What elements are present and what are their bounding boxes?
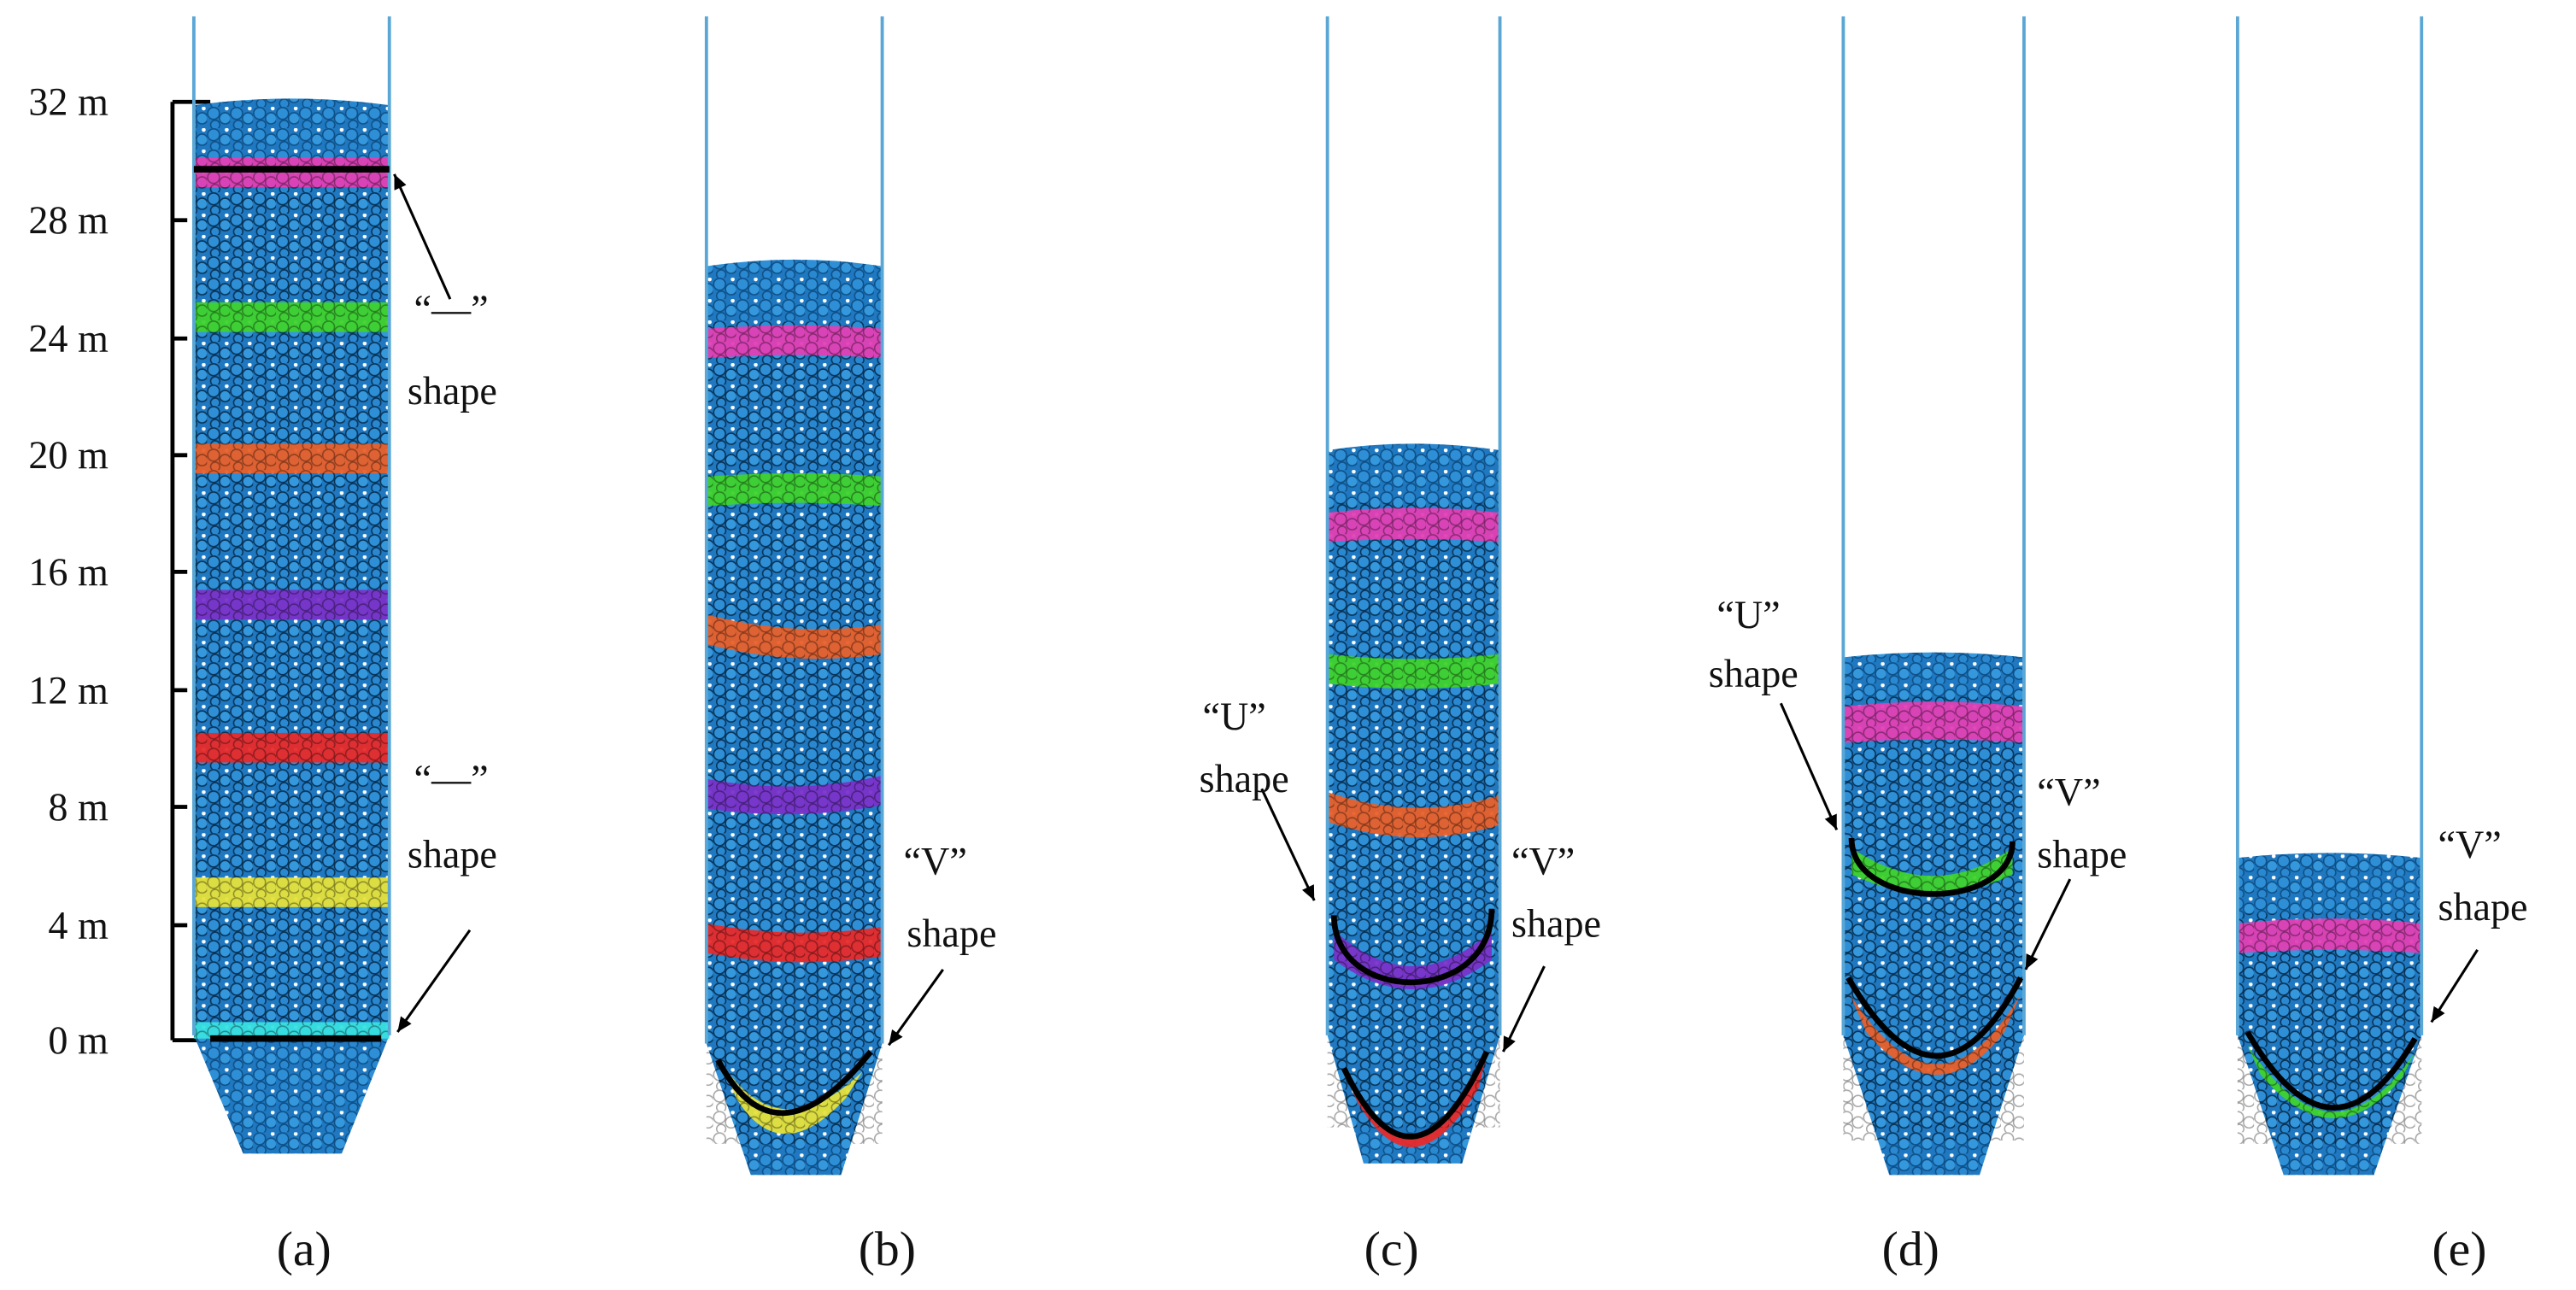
scale-label: 8 m	[48, 785, 109, 829]
silo-e: “V” shape (e)	[2235, 16, 2528, 1276]
scale-bar: 32 m 28 m 24 m 20 m 16 m 12 m 8 m 4 m 0 …	[28, 80, 211, 1062]
annotation: “—”	[414, 757, 489, 800]
annotation: “V”	[2438, 823, 2501, 866]
panel-label: (b)	[859, 1223, 916, 1276]
scale-label: 28 m	[28, 198, 109, 242]
silo-b: “V” shape (b)	[704, 16, 996, 1276]
panel-label: (a)	[277, 1223, 332, 1276]
annotation: “—”	[414, 287, 489, 331]
annotation: shape	[1709, 652, 1799, 695]
scale-label: 24 m	[28, 317, 109, 361]
annotation: shape	[408, 833, 497, 877]
scale-label: 4 m	[48, 903, 109, 947]
panel-label: (c)	[1364, 1223, 1419, 1276]
annotation: shape	[907, 912, 996, 955]
scale-label: 32 m	[28, 80, 109, 124]
annotation: shape	[1200, 757, 1289, 800]
silo-c: “U” shape “V” shape (c)	[1200, 16, 1601, 1276]
annotation: shape	[2438, 885, 2527, 929]
panel-label: (d)	[1882, 1223, 1939, 1276]
scale-label: 0 m	[48, 1018, 109, 1062]
panel-label: (e)	[2432, 1223, 2486, 1276]
annotation: shape	[1511, 901, 1601, 945]
annotation: “V”	[904, 839, 967, 882]
annotation: “V”	[1511, 839, 1575, 882]
scale-label: 12 m	[28, 668, 109, 712]
scale-label: 16 m	[28, 550, 109, 594]
annotation: “U”	[1203, 695, 1266, 738]
annotation: “V”	[2037, 771, 2100, 814]
scale-label: 20 m	[28, 433, 109, 477]
annotation: “U”	[1716, 593, 1780, 636]
silo-a: “—” shape “—” shape (a)	[191, 16, 497, 1276]
annotation: shape	[2037, 833, 2127, 877]
silo-d: “U” shape “V” shape (d)	[1709, 16, 2127, 1276]
annotation: shape	[408, 369, 497, 413]
